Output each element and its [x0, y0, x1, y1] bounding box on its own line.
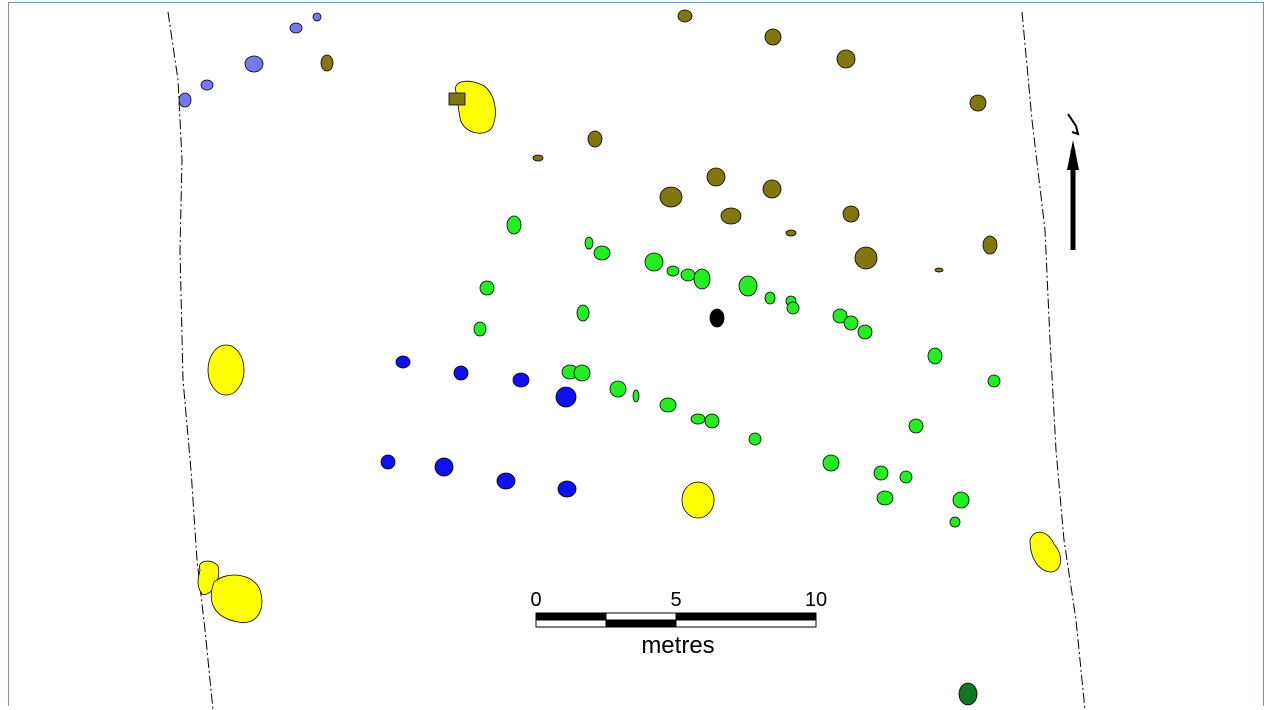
scale-unit-label: metres	[641, 632, 714, 659]
posthole	[380, 454, 396, 470]
posthole	[506, 215, 522, 235]
left-boundary-line	[167, 11, 214, 710]
pit	[854, 246, 878, 270]
posthole	[908, 418, 924, 434]
posthole	[573, 364, 591, 382]
pit	[706, 167, 726, 187]
pit	[207, 344, 245, 396]
posthole	[479, 280, 495, 296]
scale-segment	[675, 612, 817, 621]
pit	[842, 205, 860, 223]
pit	[532, 154, 544, 162]
posthole	[453, 365, 469, 381]
posthole	[644, 252, 664, 272]
posthole	[244, 55, 264, 73]
blue-feature-group	[380, 355, 577, 498]
yellow-feature-group	[197, 80, 1061, 623]
posthole	[312, 12, 322, 22]
pit	[320, 54, 334, 72]
scale-tick-label: 10	[805, 589, 827, 611]
pit	[720, 207, 742, 225]
posthole	[987, 374, 1001, 388]
posthole	[899, 470, 913, 484]
posthole	[764, 291, 776, 305]
posthole	[632, 389, 640, 403]
posthole	[178, 92, 192, 108]
scale-segment	[605, 612, 677, 621]
posthole	[952, 491, 970, 509]
pit	[677, 9, 693, 23]
posthole	[876, 490, 894, 506]
posthole	[584, 236, 594, 250]
scale-tick-label: 5	[670, 589, 681, 611]
pit	[448, 92, 466, 106]
posthole	[557, 480, 577, 498]
posthole	[704, 413, 720, 429]
posthole	[680, 268, 696, 282]
black-posthole	[709, 308, 725, 328]
posthole	[512, 372, 530, 388]
green-feature-group	[473, 215, 1001, 528]
posthole	[434, 457, 454, 477]
right-boundary-line	[1021, 11, 1086, 710]
posthole	[786, 301, 800, 315]
posthole	[473, 321, 487, 337]
north-arrow-head-icon	[1067, 140, 1079, 170]
pit	[764, 28, 782, 46]
posthole	[927, 347, 943, 365]
pit	[659, 186, 683, 208]
scale-segment	[605, 619, 677, 628]
posthole	[200, 79, 214, 91]
posthole	[748, 432, 762, 446]
posthole	[690, 413, 706, 425]
posthole	[289, 22, 303, 34]
pit	[210, 574, 263, 623]
scale-segment	[535, 612, 607, 621]
pit	[681, 481, 715, 519]
posthole	[659, 397, 677, 413]
pit	[455, 80, 496, 134]
dark-green-pit	[958, 682, 978, 706]
posthole	[609, 380, 627, 398]
posthole	[555, 386, 577, 408]
pit	[982, 235, 998, 255]
scale-segment	[535, 619, 607, 628]
posthole	[576, 304, 590, 322]
posthole	[496, 472, 516, 490]
olive-feature-group	[320, 9, 998, 273]
north-arrow	[1067, 113, 1080, 250]
pit	[969, 94, 987, 112]
north-letter-icon	[1067, 113, 1080, 136]
posthole	[949, 516, 961, 528]
pit	[785, 229, 797, 237]
pit	[1029, 531, 1061, 573]
posthole	[843, 315, 859, 331]
posthole	[693, 268, 711, 290]
pit	[587, 130, 603, 148]
scale-segment	[675, 619, 817, 628]
map-frame	[8, 2, 1264, 706]
scale-tick-label: 0	[530, 589, 541, 611]
posthole	[593, 245, 611, 261]
light-blue-feature-group	[178, 12, 322, 108]
posthole	[395, 355, 411, 369]
posthole	[738, 275, 758, 297]
pit	[836, 49, 856, 69]
pit	[934, 267, 944, 273]
posthole	[873, 465, 889, 481]
posthole	[832, 308, 848, 324]
posthole	[857, 324, 873, 340]
scale-bar: 0 5 10 metres	[530, 589, 827, 659]
pit	[762, 179, 782, 199]
posthole	[822, 454, 840, 472]
posthole	[666, 265, 680, 277]
